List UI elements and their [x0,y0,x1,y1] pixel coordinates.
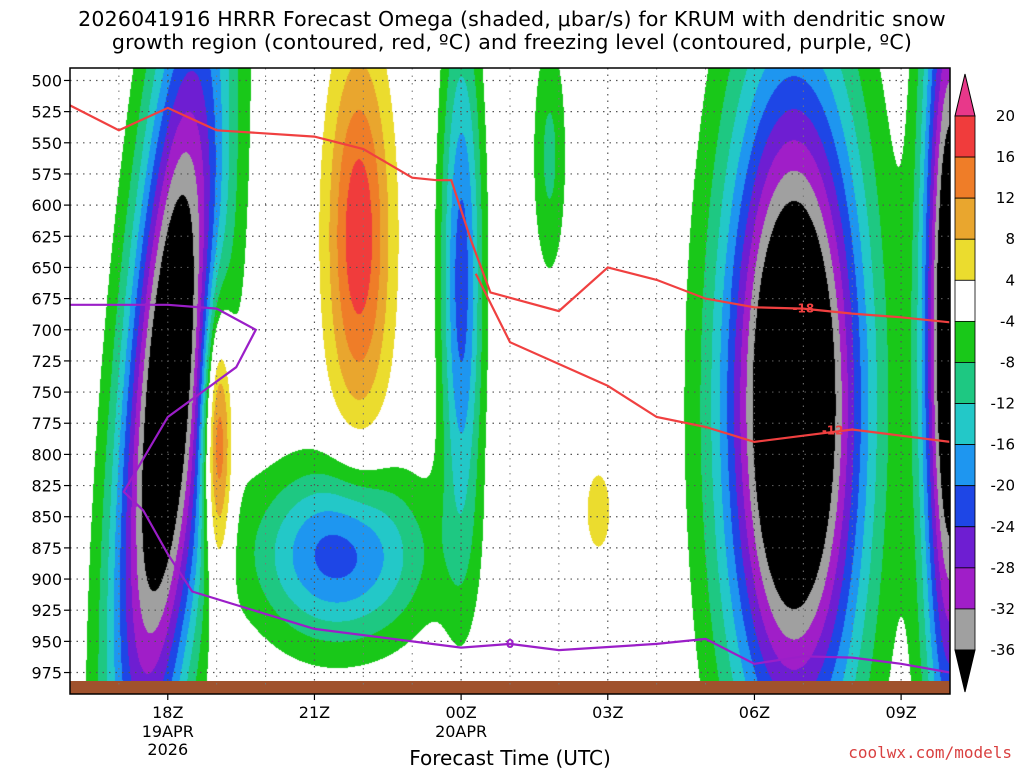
colorbar-label: -4 [1000,312,1015,330]
contour-line-dgz-1 [474,273,950,444]
x-tick-label: 06Z [739,703,770,722]
colorbar-segment [954,197,976,240]
colorbar-segment [954,320,976,363]
y-axis: 500 525 550 575 600 625 650 675 700 725 750 775 800 8… [31,71,70,683]
y-tick-label: 750 [31,383,62,402]
x-tick-sublabel: 19APR [142,722,194,741]
colorbar-segment [954,156,976,199]
x-tick-sublabel: 2026 [147,740,188,759]
y-tick-label: 800 [31,445,62,464]
x-tick-label: 18Z [152,703,183,722]
contour-line-freezing-2 [70,303,950,674]
colorbar-bottom-arrow [954,649,976,693]
terrain-ground [70,681,950,694]
title-line-1: 2026041916 HRRR Forecast Omega (shaded, … [78,7,946,31]
y-tick-label: 850 [31,508,62,527]
y-tick-label: 925 [31,601,62,620]
colorbar-label: -16 [991,436,1016,454]
y-tick-label: 625 [31,227,62,246]
colorbar-label: 4 [1005,271,1015,289]
y-tick-label: 575 [31,165,62,184]
x-tick-label: 00Z [445,703,476,722]
colorbar-segment [954,526,976,569]
x-tick-sublabel: 20APR [435,722,487,741]
y-tick-label: 525 [31,103,62,122]
contour-line-dgz-0 [70,104,950,324]
y-tick-label: 550 [31,134,62,153]
y-tick-label: 650 [31,258,62,277]
x-axis-label: Forecast Time (UTC) [409,746,611,768]
colorbar: 20 16 12 8 4 -4 -8 -12 -16 -20 -24 -28 -32 -36 [954,73,1016,693]
colorbar-segment [954,444,976,487]
colorbar-segment [954,238,976,281]
plot-frame [69,67,951,695]
colorbar-segment [954,403,976,446]
y-tick-label: 825 [31,477,62,496]
colorbar-segment [954,567,976,610]
watermark: coolwx.com/models [848,743,1012,762]
contour-lines [70,104,950,674]
y-tick-label: 600 [31,196,62,215]
colorbar-segment [954,279,976,322]
y-tick-label: 875 [31,539,62,558]
colorbar-label: -32 [991,600,1016,618]
y-tick-label: 500 [31,71,62,90]
contour-label: 0 [506,637,514,651]
colorbar-top-arrow [954,73,976,117]
colorbar-label: -24 [991,518,1016,536]
y-tick-label: 975 [31,664,62,683]
y-tick-label: 700 [31,321,62,340]
colorbar-segment [954,115,976,158]
y-tick-label: 675 [31,290,62,309]
colorbar-label: -28 [991,559,1016,577]
y-tick-label: 775 [31,414,62,433]
colorbar-label: -12 [991,395,1016,413]
colorbar-label: -20 [991,477,1016,495]
y-tick-label: 725 [31,352,62,371]
colorbar-label: -36 [991,641,1016,659]
colorbar-segment [954,362,976,404]
contour-labels: -18 -12 0 [506,302,844,651]
colorbar-label: -8 [1000,353,1015,371]
x-tick-label: 03Z [592,703,623,722]
chart-title: 2026041916 HRRR Forecast Omega (shaded, … [0,8,1024,54]
colorbar-segment [954,608,976,651]
colorbar-label: 20 [996,107,1015,125]
contour-label: -12 [822,424,844,438]
y-tick-label: 900 [31,570,62,589]
colorbar-label: 12 [996,189,1015,207]
colorbar-label: 8 [1005,230,1015,248]
colorbar-label: 16 [996,148,1015,166]
contour-label: -18 [792,302,814,316]
colorbar-segment [954,485,976,528]
title-line-2: growth region (contoured, red, ºC) and f… [111,30,913,54]
x-tick-label: 21Z [299,703,330,722]
y-tick-label: 950 [31,632,62,651]
x-tick-label: 09Z [885,703,916,722]
